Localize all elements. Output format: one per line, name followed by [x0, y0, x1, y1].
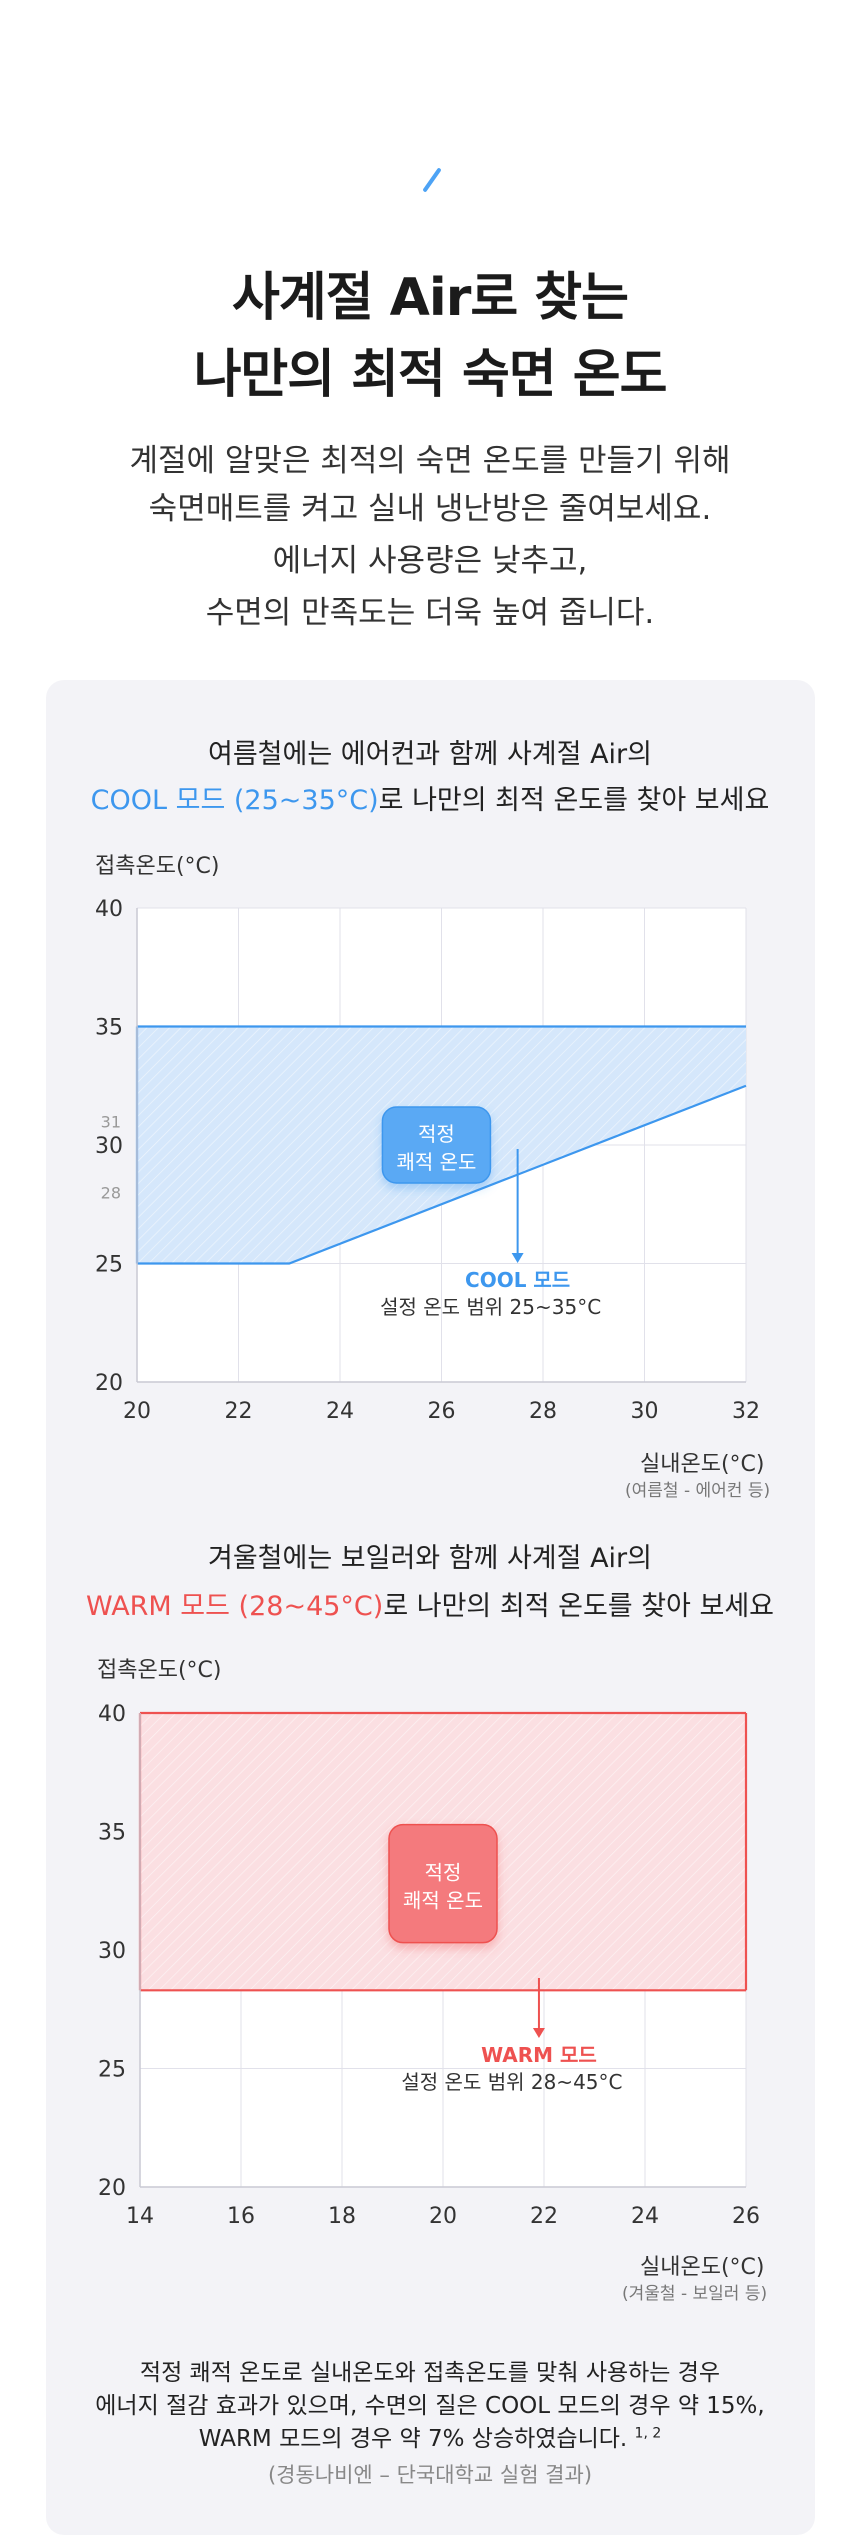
x-tick-label: 32 — [732, 1399, 760, 1424]
y-tick-label: 35 — [95, 1016, 123, 1041]
y-tick-label: 40 — [95, 897, 123, 922]
x-tick-label: 26 — [732, 2204, 760, 2229]
footer-line3: WARM 모드의 경우 약 7% 상승하였습니다. 1, 2 — [0, 2419, 860, 2453]
footer-line1: 적정 쾌적 온도로 실내온도와 접촉온도를 맞춰 사용하는 경우 — [139, 2360, 721, 2386]
x-tick-label: 18 — [328, 2204, 356, 2229]
mode-label: COOL 모드 — [465, 1268, 570, 1292]
cool-heading-line2: COOL 모드 (25~35°C)로 나만의 최적 온도를 찾아 보세요 — [0, 778, 860, 817]
x-tick-label: 16 — [227, 2204, 255, 2229]
intro-line3: 에너지 사용량은 낮추고, — [272, 543, 588, 579]
cool-x-axis-subtitle: (여름철 - 에어컨 등) — [625, 1481, 771, 1501]
warm-y-axis-title: 접촉온도(°C) — [97, 1658, 222, 1683]
range-label: 설정 온도 범위 28~45°C — [401, 2070, 622, 2094]
x-tick-label: 22 — [530, 2204, 558, 2229]
x-tick-label: 30 — [631, 1399, 659, 1424]
footer-line3-text: WARM 모드의 경우 약 7% 상승하였습니다. — [198, 2426, 628, 2452]
decorative-slash-icon — [422, 167, 442, 193]
y-tick-label: 25 — [95, 1253, 123, 1278]
y-tick-label: 35 — [98, 1821, 126, 1846]
warm-x-axis-subtitle: (겨울철 - 보일러 등) — [622, 2284, 768, 2304]
arrow-head — [532, 2028, 545, 2038]
page-title-line1: 사계절 Air로 찾는 — [232, 268, 629, 328]
footer-source: (경동나비엔 – 단국대학교 실험 결과) — [267, 2463, 593, 2487]
warm-heading-line1: 겨울철에는 보일러와 함께 사계절 Air의 — [207, 1543, 652, 1574]
lower-bound-line — [137, 1084, 747, 1265]
y-tick-label: 30 — [98, 1939, 126, 1964]
warm-mode-highlight: WARM 모드 (28~45°C) — [85, 1591, 384, 1622]
x-tick-label: 20 — [429, 2204, 457, 2229]
y-tick-label: 30 — [95, 1134, 123, 1159]
cool-heading-rest: 로 나만의 최적 온도를 찾아 보세요 — [378, 785, 770, 816]
arrow-head — [511, 1253, 524, 1263]
warm-heading-rest: 로 나만의 최적 온도를 찾아 보세요 — [383, 1591, 775, 1622]
comfort-box-label-2: 쾌적 온도 — [403, 1889, 483, 1913]
y-minor-tick-label: 28 — [101, 1183, 121, 1202]
y-tick-label: 25 — [98, 2058, 126, 2083]
comfort-box — [388, 1823, 498, 1944]
y-tick-label: 20 — [95, 1371, 123, 1396]
footnote-marker: 1, 2 — [634, 2425, 662, 2442]
y-minor-tick-label: 31 — [101, 1112, 121, 1131]
x-tick-label: 28 — [529, 1399, 557, 1424]
cool-heading-line1: 여름철에는 에어컨과 함께 사계절 Air의 — [207, 739, 652, 770]
page-title-line2: 나만의 최적 숙면 온도 — [193, 345, 668, 405]
x-tick-label: 14 — [126, 2204, 154, 2229]
comfort-box-label-1: 적정 — [418, 1122, 455, 1146]
intro-line1: 계절에 알맞은 최적의 숙면 온도를 만들기 위해 — [129, 443, 731, 479]
x-tick-label: 22 — [225, 1399, 253, 1424]
y-tick-label: 40 — [98, 1702, 126, 1727]
footer-line2: 에너지 절감 효과가 있으며, 수면의 질은 COOL 모드의 경우 약 15%… — [95, 2393, 765, 2419]
comfort-box — [381, 1106, 492, 1184]
y-tick-label: 20 — [98, 2176, 126, 2201]
warm-heading-line2: WARM 모드 (28~45°C)로 나만의 최적 온도를 찾아 보세요 — [0, 1584, 860, 1623]
mode-label: WARM 모드 — [481, 2043, 597, 2067]
cool-x-axis-title: 실내온도(°C) — [640, 1452, 765, 1477]
comfort-box-label-2: 쾌적 온도 — [396, 1150, 476, 1174]
x-tick-label: 24 — [631, 2204, 659, 2229]
cool-y-axis-title: 접촉온도(°C) — [95, 854, 220, 879]
warm-x-axis-title: 실내온도(°C) — [640, 2255, 765, 2280]
comfort-box-label-1: 적정 — [425, 1861, 462, 1885]
x-tick-label: 20 — [123, 1399, 151, 1424]
cool-mode-highlight: COOL 모드 (25~35°C) — [90, 785, 379, 816]
x-tick-label: 24 — [326, 1399, 354, 1424]
range-label: 설정 온도 범위 25~35°C — [380, 1295, 601, 1319]
intro-line4: 수면의 만족도는 더욱 높여 줍니다. — [205, 595, 655, 631]
x-tick-label: 26 — [428, 1399, 456, 1424]
intro-line2: 숙면매트를 켜고 실내 냉난방은 줄여보세요. — [148, 491, 712, 527]
